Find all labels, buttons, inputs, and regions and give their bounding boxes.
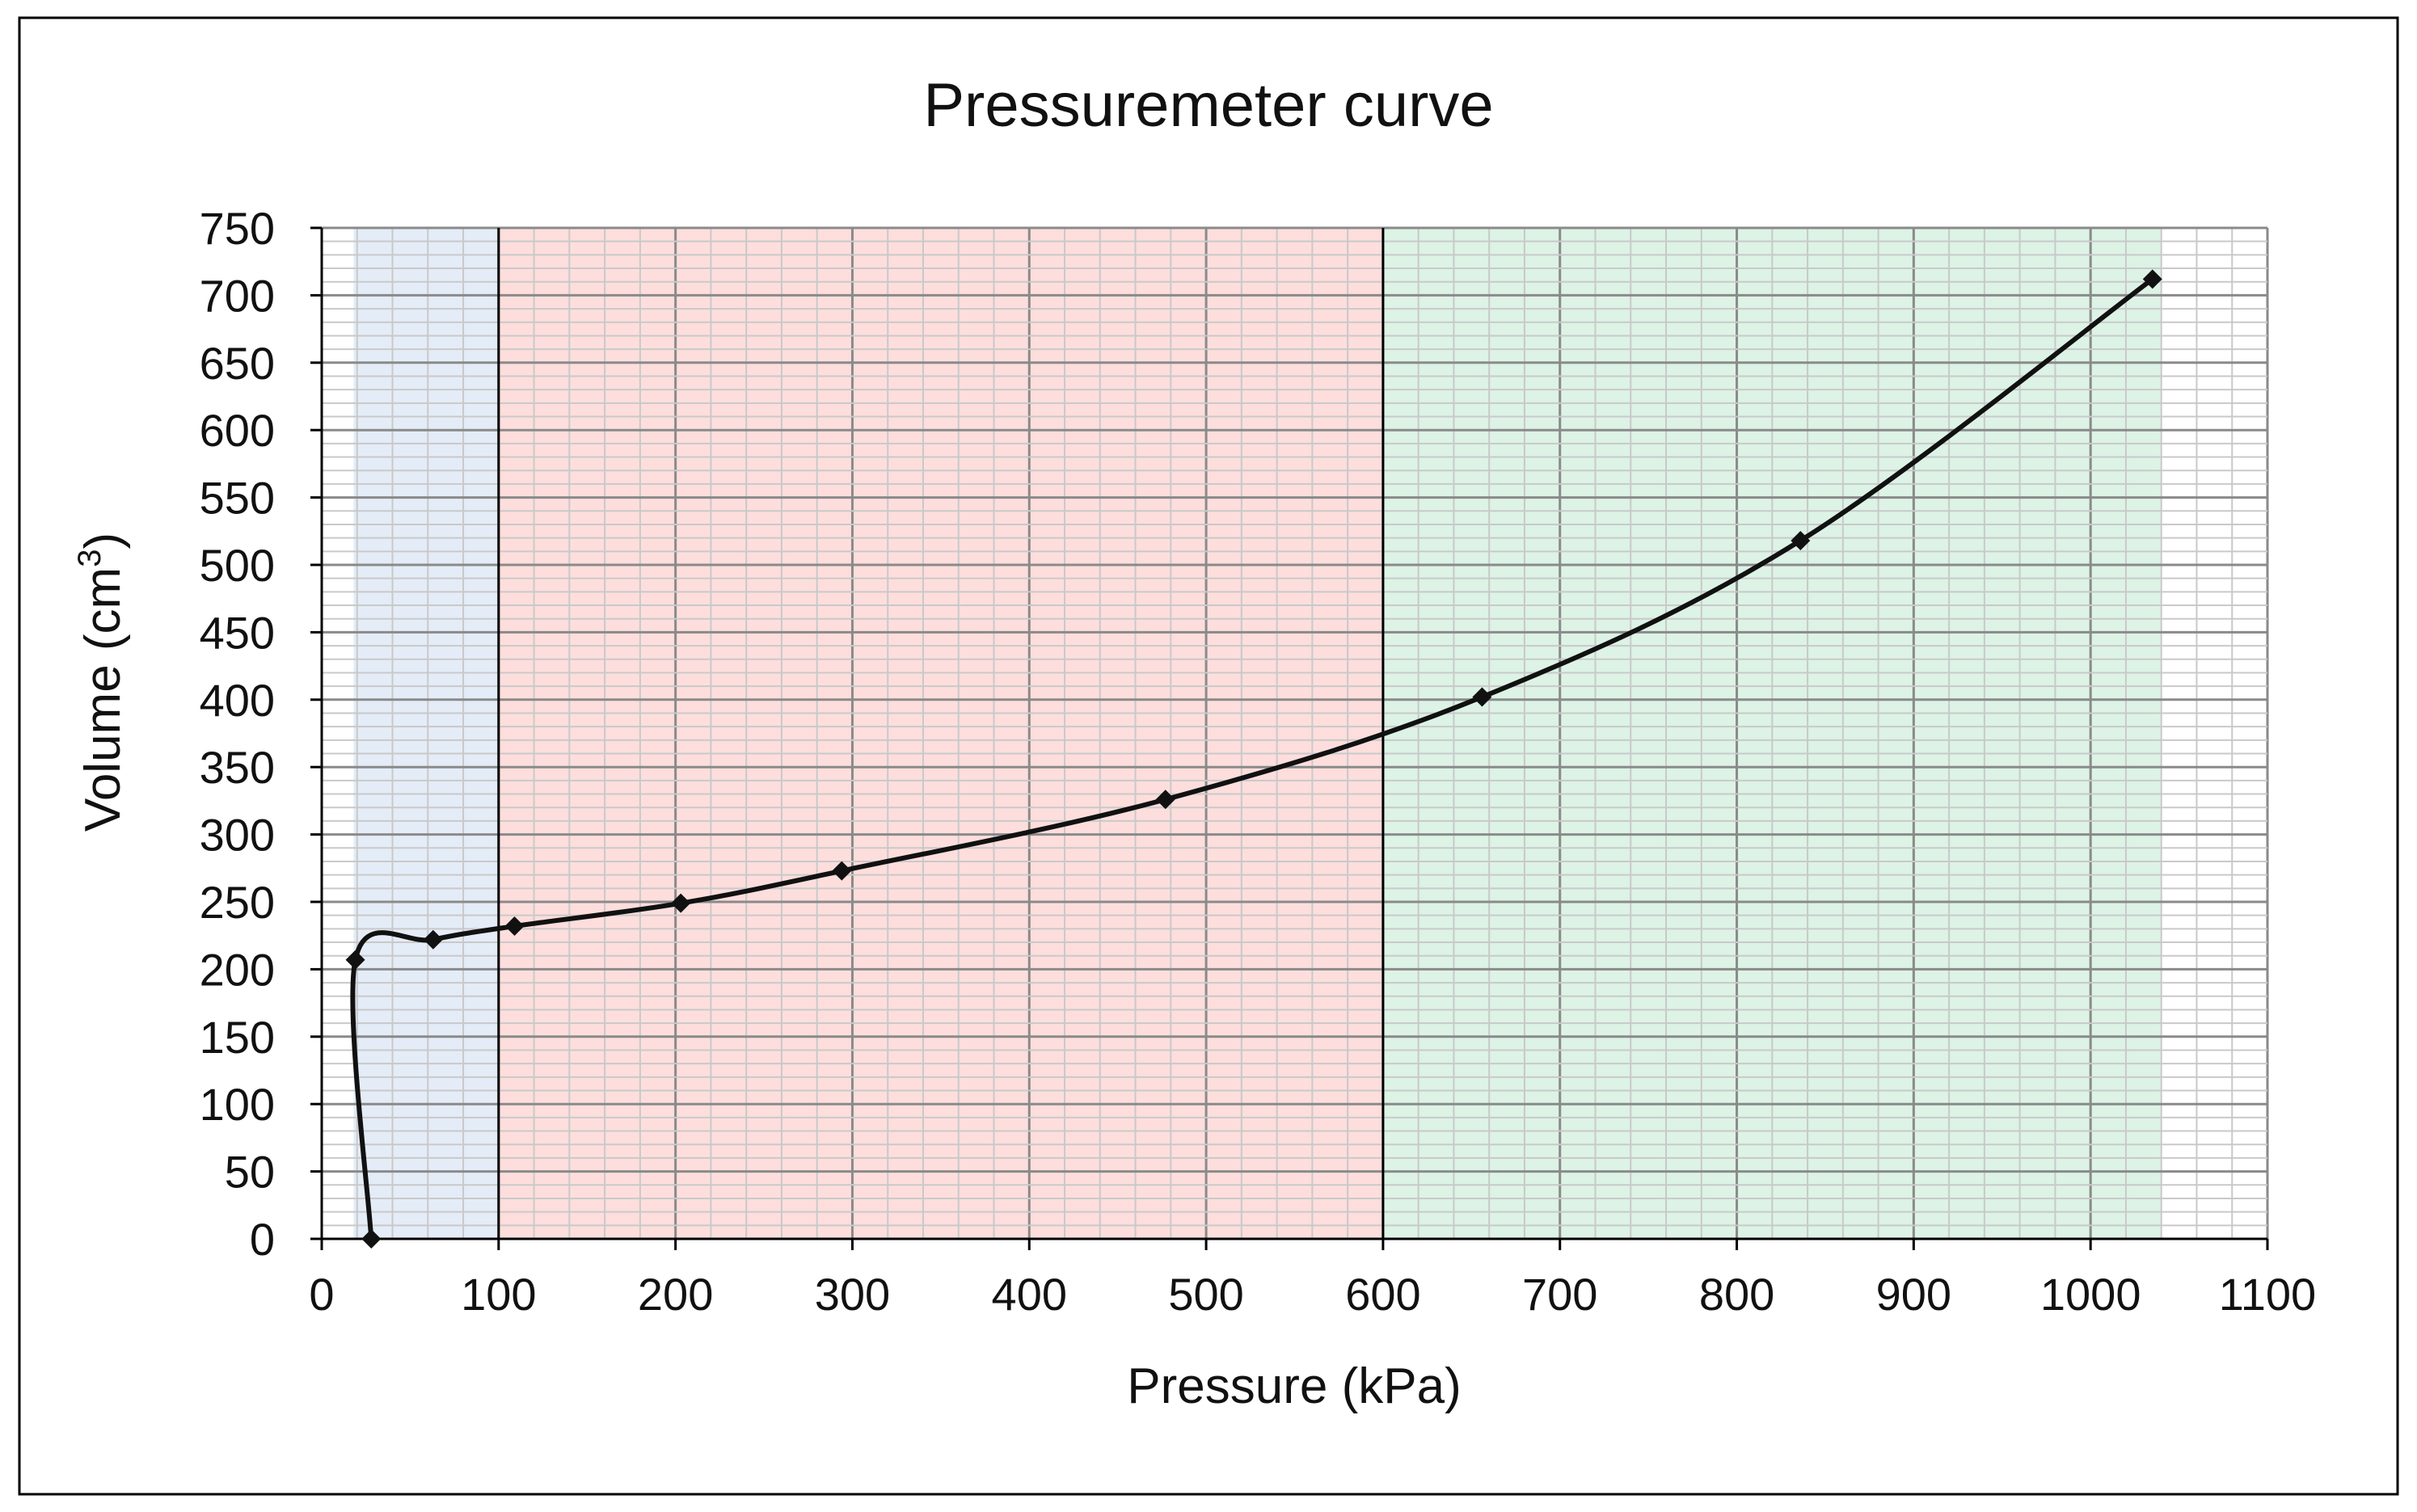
data-point-marker — [1472, 687, 1492, 707]
y-tick-label: 100 — [200, 1079, 275, 1130]
data-point-marker — [2142, 269, 2162, 289]
y-axis-title: Volume (cm3) — [72, 533, 131, 832]
data-point-marker — [504, 916, 525, 937]
chart-title: Pressuremeter curve — [923, 71, 1493, 140]
y-tick-labels: 0 50 100 150 200 250 300 350 400 450 500 550 600 650 7… — [200, 203, 275, 1265]
data-point-marker — [361, 1229, 382, 1249]
x-tick-label: 1100 — [2219, 1269, 2316, 1320]
x-tick-labels: 0 100 200 300 400 500 600 700 800 900 1000 1100 — [309, 1269, 2316, 1320]
y-tick-label: 50 — [225, 1147, 275, 1198]
region-bands — [353, 228, 2162, 1239]
y-axis-title-main: Volume (cm — [75, 567, 131, 832]
x-tick-label: 500 — [1168, 1269, 1243, 1320]
data-point-marker — [423, 929, 443, 950]
data-series — [345, 269, 2162, 1249]
y-tick-label: 650 — [200, 338, 275, 389]
x-tick-label: 900 — [1876, 1269, 1951, 1320]
y-tick-label: 250 — [200, 877, 275, 928]
y-tick-label: 400 — [200, 675, 275, 726]
x-tick-label: 600 — [1345, 1269, 1420, 1320]
y-axis-title-superscript: 3 — [72, 550, 108, 567]
y-tick-label: 200 — [200, 944, 275, 995]
x-axis-title: Pressure (kPa) — [1127, 1358, 1461, 1414]
y-tick-label: 150 — [200, 1012, 275, 1063]
y-tick-label: 600 — [200, 405, 275, 456]
y-tick-label: 300 — [200, 810, 275, 861]
y-tick-label: 0 — [250, 1214, 275, 1265]
data-point-marker — [345, 950, 365, 970]
series-line — [350, 276, 2155, 1241]
data-point-marker — [1155, 790, 1175, 810]
x-tick-label: 800 — [1699, 1269, 1774, 1320]
band-pseudo-elastic — [498, 228, 1383, 1239]
y-tick-label: 550 — [200, 473, 275, 524]
x-tick-label: 1000 — [2040, 1269, 2141, 1320]
data-point-marker — [671, 893, 691, 913]
y-tick-label: 750 — [200, 203, 275, 254]
x-tick-label: 200 — [638, 1269, 713, 1320]
x-tick-label: 300 — [815, 1269, 890, 1320]
y-axis-title-close: ) — [75, 533, 131, 550]
x-tick-label: 100 — [461, 1269, 536, 1320]
data-point-marker — [1791, 530, 1811, 550]
x-tick-label: 400 — [992, 1269, 1067, 1320]
y-tick-label: 350 — [200, 742, 275, 793]
y-tick-label: 500 — [200, 540, 275, 591]
axes — [310, 226, 2269, 1250]
band-pseudo-elastic-start — [353, 228, 499, 1239]
x-tick-label: 700 — [1522, 1269, 1597, 1320]
y-tick-label: 450 — [200, 607, 275, 658]
data-point-marker — [832, 861, 852, 881]
x-tick-label: 0 — [309, 1269, 334, 1320]
y-tick-label: 700 — [200, 270, 275, 321]
